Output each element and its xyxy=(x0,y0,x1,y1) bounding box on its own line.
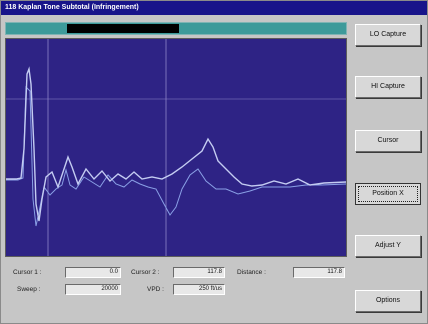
progress-fill xyxy=(67,24,180,33)
options-button[interactable]: Options xyxy=(355,290,421,312)
position-x-button[interactable]: Position X xyxy=(355,183,421,205)
cursor-2-label: Cursor 2 : xyxy=(131,269,160,276)
waveform-trace xyxy=(6,66,346,222)
window-title: 118 Kaplan Tone Subtotal (Infringement) xyxy=(1,1,427,15)
waveform-canvas xyxy=(6,39,346,256)
vpd-label: VPD : xyxy=(147,286,164,293)
lo-capture-button[interactable]: LO Capture xyxy=(355,24,421,46)
distance-value: 117.8 xyxy=(293,267,345,278)
waveform-trace-secondary xyxy=(6,85,346,227)
vpd-value: 250 ft/us xyxy=(173,284,225,295)
distance-label: Distance : xyxy=(237,269,266,276)
hi-capture-button[interactable]: HI Capture xyxy=(355,76,421,98)
cursor-1-label: Cursor 1 : xyxy=(13,269,42,276)
capture-progress-bar xyxy=(5,22,347,35)
cursor-button[interactable]: Cursor xyxy=(355,130,421,152)
waveform-display[interactable] xyxy=(5,38,347,257)
adjust-y-button[interactable]: Adjust Y xyxy=(355,235,421,257)
cursor-2-value: 117.8 xyxy=(173,267,225,278)
sweep-label: Sweep : xyxy=(17,286,41,293)
sweep-value: 20000 xyxy=(65,284,121,295)
cursor-1-value: 0.0 xyxy=(65,267,121,278)
